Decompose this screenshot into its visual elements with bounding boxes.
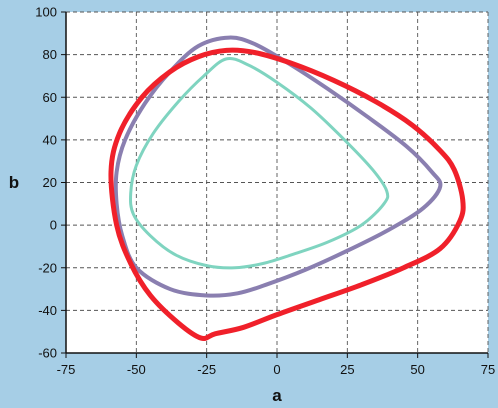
y-tick-label: 100 — [35, 5, 57, 20]
y-tick-label: 20 — [43, 175, 57, 190]
y-tick-label: 80 — [43, 47, 57, 62]
x-tick-label: 50 — [410, 362, 424, 377]
x-tick-label: -25 — [197, 362, 216, 377]
x-tick-label: 25 — [340, 362, 354, 377]
y-tick-label: -60 — [38, 346, 57, 361]
series-line-2 — [128, 56, 390, 270]
series-line-3 — [108, 47, 466, 341]
x-tick-label: 0 — [273, 362, 280, 377]
x-tick-label: -50 — [127, 362, 146, 377]
y-tick-label: -20 — [38, 260, 57, 275]
y-axis-label: b — [9, 173, 19, 192]
y-tick-label: 40 — [43, 132, 57, 147]
y-tick-label: 60 — [43, 90, 57, 105]
x-tick-label: -75 — [57, 362, 76, 377]
x-tick-label: 75 — [481, 362, 495, 377]
x-ticks: -75 -50 -25 0 25 50 75 — [57, 353, 495, 377]
y-ticks: -60 -40 -20 0 20 40 60 80 100 — [35, 5, 66, 361]
x-axis-label: a — [272, 386, 282, 405]
y-tick-label: 0 — [50, 218, 57, 233]
series-group — [108, 35, 466, 341]
series-line-1 — [113, 35, 443, 298]
y-tick-label: -40 — [38, 303, 57, 318]
